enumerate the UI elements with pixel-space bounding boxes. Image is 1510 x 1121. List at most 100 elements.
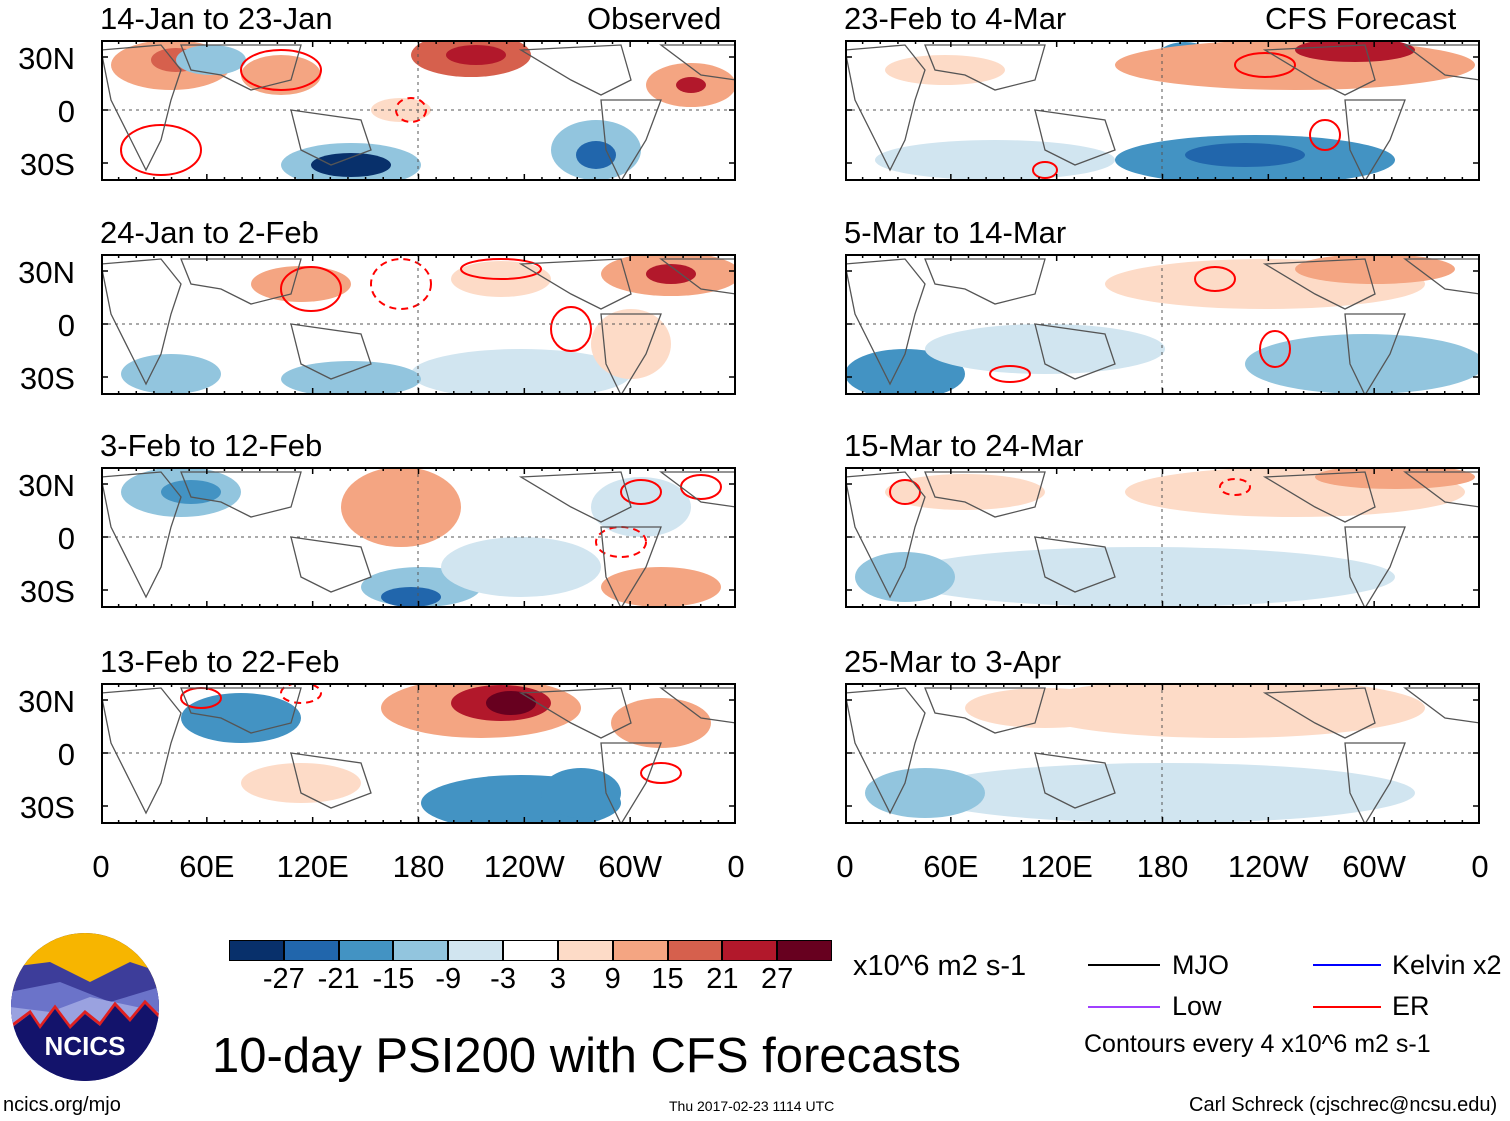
coastline [1262,687,1376,739]
coastline [1262,44,1376,96]
lon-label: 60W [1342,849,1407,884]
observed-label: Observed [587,1,722,36]
lat-label: 0 [57,521,75,556]
coastline [845,44,926,172]
anomaly-shading [1025,683,1425,738]
coastline [924,258,1046,305]
coastline [924,44,1046,91]
colorbar-label: -3 [490,963,516,995]
er-contour [1234,52,1296,78]
coastline [1034,536,1116,593]
coastline [518,471,632,523]
anomaly-shading [591,477,691,537]
anomaly-shading [1245,334,1480,394]
lon-label: 120W [483,849,565,884]
map-panel [101,40,736,181]
anomaly-shading [965,688,1125,728]
colorbar-swatch [667,940,723,961]
mjo-line [1088,964,1160,966]
er-contour [640,762,682,784]
footer-timestamp: Thu 2017-02-23 1114 UTC [669,1098,835,1114]
lon-label: 60E [923,849,979,884]
anomaly-shading [446,45,506,65]
coastline [845,471,926,599]
coastline [924,471,1046,518]
coastline [518,258,632,310]
anomaly-shading [441,537,601,597]
er-contour [620,479,662,505]
footer-url[interactable]: ncics.org/mjo [3,1094,121,1116]
lat-label: 0 [57,737,75,772]
coastline [1403,687,1480,724]
lon-label: 60E [179,849,235,884]
anomaly-shading [251,266,351,302]
er-contour [889,479,921,505]
coastline [1262,471,1376,523]
anomaly-shading [875,140,1115,180]
anomaly-shading [885,55,1005,85]
er-contour [1309,119,1341,151]
anomaly-shading [311,153,391,177]
colorbar-swatch [557,940,613,961]
anomaly-shading [576,141,616,169]
lat-label: 30N [18,684,75,719]
er-contour [989,365,1031,383]
coastline [180,687,302,734]
map-panel [845,254,1480,395]
colorbar-label: 15 [651,963,684,995]
lat-label: 30S [19,574,75,609]
colorbar-label: -9 [435,963,462,995]
lon-label: 180 [1136,849,1189,884]
colorbar-label: -27 [262,963,305,995]
panel-title: 5-Mar to 14-Mar [844,215,1067,250]
coastline [290,536,372,593]
anomaly-shading [341,467,461,547]
lat-label: 30S [19,790,75,825]
colorbar-swatch [722,940,778,961]
lat-label: 30N [18,41,75,76]
forecast-label: CFS Forecast [1265,1,1457,36]
lat-label: 30S [19,361,75,396]
coastline [1403,44,1480,81]
coastline [290,109,372,166]
er-contour [280,266,342,312]
anomaly-shading [176,45,246,75]
panel-title: 14-Jan to 23-Jan [100,1,333,36]
map-panel [845,467,1480,608]
legend-kelvin: Kelvin x2 [1392,950,1502,980]
coastline [1344,742,1406,824]
coastline [659,471,736,508]
colorbar-units: x10^6 m2 s-1 [853,950,1027,982]
er-contour [550,306,592,352]
colorbar-swatch [393,940,449,961]
anomaly-shading [845,349,965,395]
colorbar-label: -15 [372,963,415,995]
lon-label: 0 [1471,849,1489,884]
lat-label: 0 [57,94,75,129]
figure-title: 10-day PSI200 with CFS forecasts [212,1029,961,1083]
panel-title: 15-Mar to 24-Mar [844,428,1084,463]
coastline [1344,526,1406,608]
anomaly-shading [915,763,1415,823]
anomaly-shading [371,98,431,122]
panel-title: 23-Feb to 4-Mar [844,1,1067,36]
panel-title: 24-Jan to 2-Feb [100,215,319,250]
lat-label: 30N [18,468,75,503]
kelvin-line [1313,964,1381,966]
anomaly-shading [541,768,621,818]
coastline [180,471,302,518]
coastline [180,258,302,305]
coastline [1262,258,1376,310]
lat-label: 30N [18,255,75,290]
anomaly-shading [241,55,321,95]
coastline [1034,323,1116,380]
map-panel [101,683,736,824]
lon-label: 120W [1227,849,1309,884]
lon-label: 0 [727,849,745,884]
anomaly-shading [611,698,711,748]
legend-er: ER [1392,991,1430,1021]
coastline [1403,258,1480,295]
er-contour [240,49,322,91]
anomaly-shading [591,309,671,379]
coastline [600,99,662,181]
